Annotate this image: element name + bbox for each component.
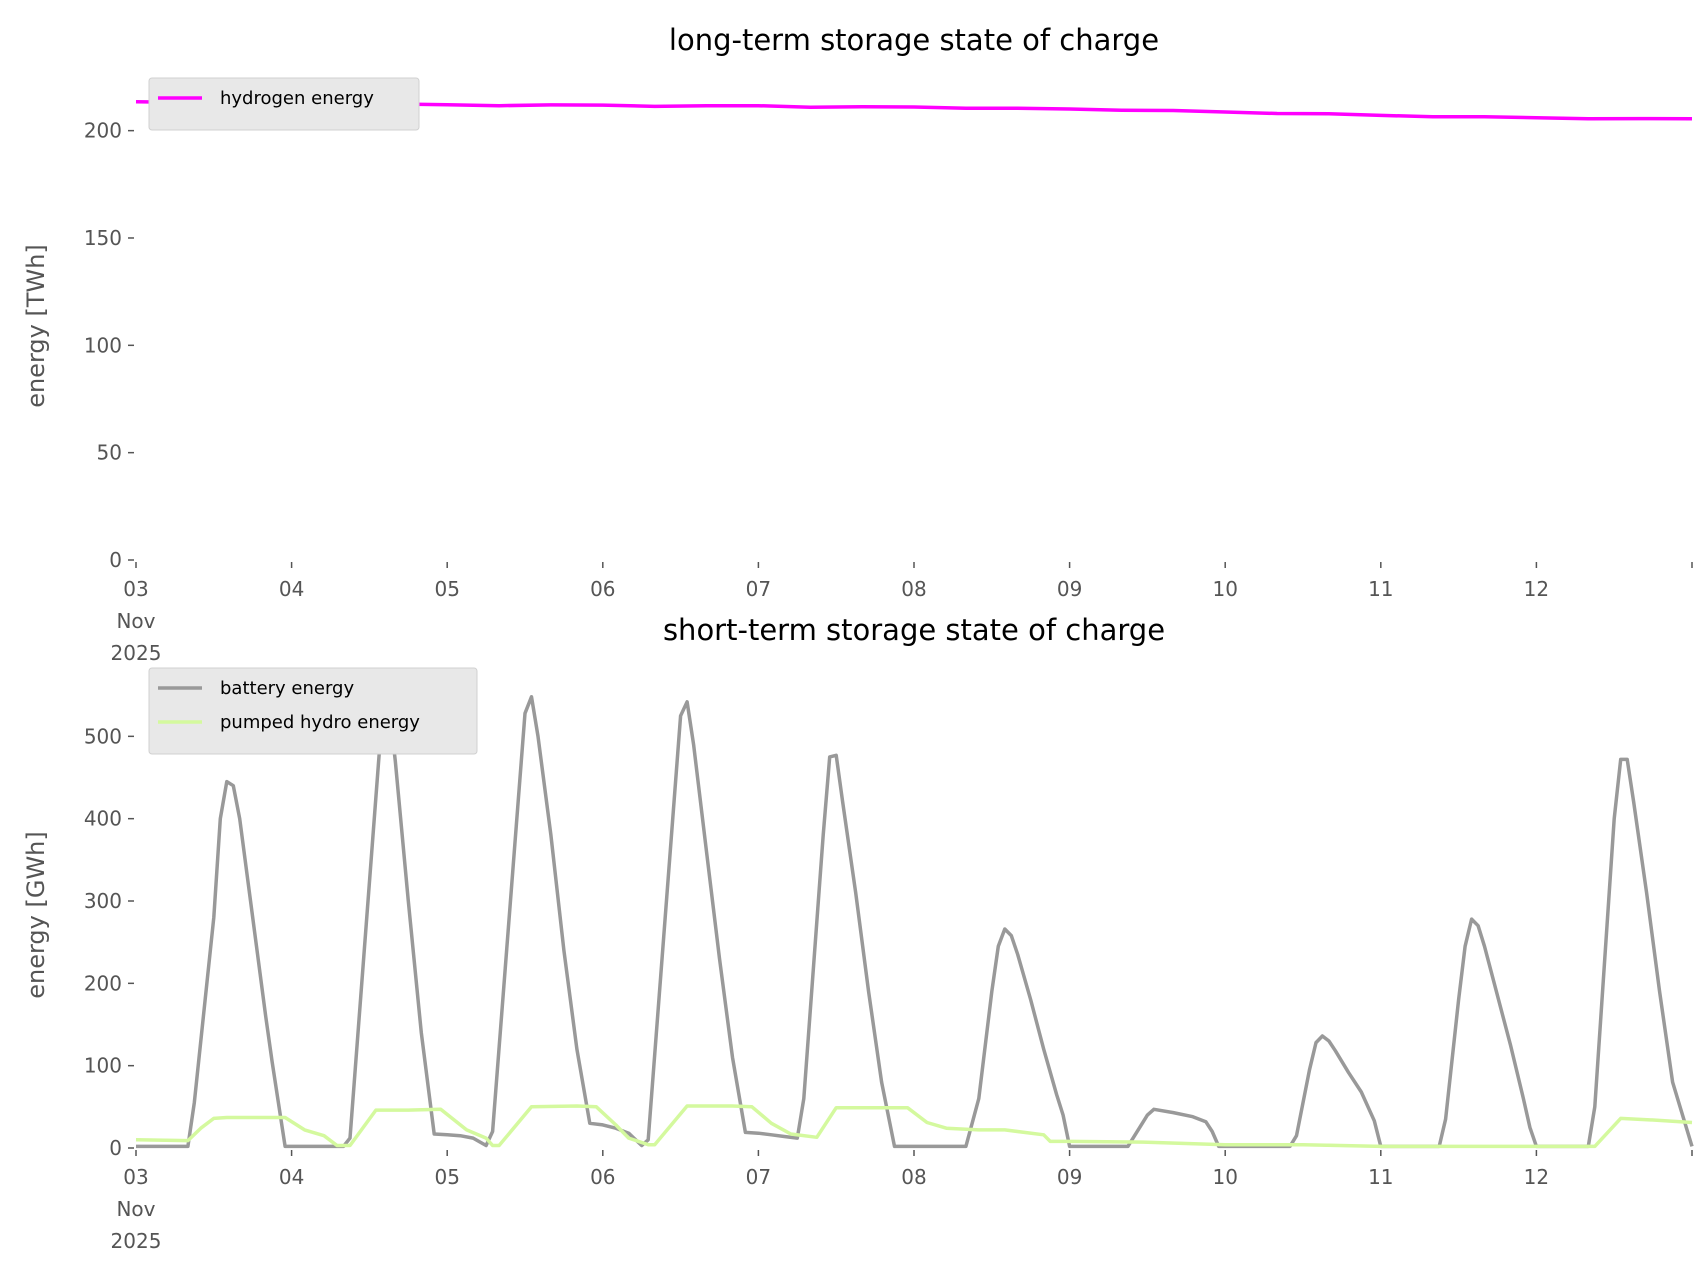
x-tick-label-line: 10	[1212, 577, 1237, 601]
x-tick-label: 08	[901, 577, 926, 601]
chart-panel-1: long-term storage state of charge energy …	[22, 23, 1693, 665]
chart-title: long-term storage state of charge	[669, 23, 1159, 57]
y-axis-label: energy [TWh]	[22, 244, 50, 408]
x-tick-label-line: 07	[746, 1165, 771, 1189]
x-tick-label-line: 07	[746, 577, 771, 601]
x-tick-label-line: 11	[1368, 1165, 1393, 1189]
y-tick-label: 100	[84, 333, 122, 357]
x-tick-label-line: 03	[123, 577, 148, 601]
x-tick-label-line: 10	[1212, 1165, 1237, 1189]
y-tick-label: 100	[84, 1054, 122, 1078]
y-tick-label: 500	[84, 724, 122, 748]
x-tick-label: 05	[434, 577, 459, 601]
x-tick-label-line: 12	[1524, 577, 1549, 601]
series-line-battery-energy	[136, 695, 1694, 1149]
x-tick-label: 10	[1212, 1165, 1237, 1189]
x-tick-label: 11	[1368, 1165, 1393, 1189]
x-tick-label-line: 06	[590, 1165, 615, 1189]
x-tick-label-line: 2025	[111, 641, 162, 665]
x-tick-label: 12	[1524, 577, 1549, 601]
x-tick-label: 10	[1212, 577, 1237, 601]
x-tick-label-line: 2025	[111, 1229, 162, 1253]
x-tick-label: 06	[590, 1165, 615, 1189]
x-tick-label-line: 08	[901, 1165, 926, 1189]
x-tick-label: 05	[434, 1165, 459, 1189]
x-tick-label: 04	[279, 577, 304, 601]
x-tick-label-line: 05	[434, 1165, 459, 1189]
x-tick-label-line: 03	[123, 1165, 148, 1189]
x-tick-label-line: 05	[434, 577, 459, 601]
x-tick-label-line: 09	[1057, 577, 1082, 601]
y-tick-label: 200	[84, 119, 122, 143]
x-tick-label-line: Nov	[116, 609, 155, 633]
x-tick-label: 07	[746, 1165, 771, 1189]
x-tick-label: 09	[1057, 1165, 1082, 1189]
x-tick-label-line: 12	[1524, 1165, 1549, 1189]
x-tick-label-line: 06	[590, 577, 615, 601]
x-tick-label-line: Nov	[116, 1197, 155, 1221]
legend-entry: battery energy	[220, 678, 354, 699]
y-tick-label: 0	[109, 1136, 122, 1160]
y-tick-label: 150	[84, 226, 122, 250]
x-tick-label: 07	[746, 577, 771, 601]
x-tick-label-line: 04	[279, 577, 304, 601]
y-tick-label: 0	[109, 548, 122, 572]
x-tick-label: 08	[901, 1165, 926, 1189]
legend-entry: pumped hydro energy	[220, 712, 420, 733]
y-tick-label: 300	[84, 889, 122, 913]
series-line-hydrogen-energy	[135, 99, 1693, 121]
chart-panel-2: short-term storage state of charge energy…	[22, 613, 1694, 1253]
x-tick-label: 06	[590, 577, 615, 601]
legend-box	[148, 667, 478, 755]
legend-entry: hydrogen energy	[220, 88, 374, 109]
x-tick-label-line: 09	[1057, 1165, 1082, 1189]
x-tick-label-line: 08	[901, 577, 926, 601]
x-tick-label: 03 Nov 2025	[111, 1165, 162, 1253]
x-tick-label-line: 04	[279, 1165, 304, 1189]
y-axis-label: energy [GWh]	[22, 831, 50, 999]
x-tick-label: 12	[1524, 1165, 1549, 1189]
legend-box	[148, 77, 420, 131]
chart-title: short-term storage state of charge	[663, 613, 1165, 647]
x-tick-label-line: 11	[1368, 577, 1393, 601]
y-tick-label: 50	[97, 441, 122, 465]
x-tick-label: 11	[1368, 577, 1393, 601]
y-tick-label: 400	[84, 807, 122, 831]
x-tick-label: 04	[279, 1165, 304, 1189]
x-tick-label: 09	[1057, 577, 1082, 601]
legend: battery energy pumped hydro energy	[148, 667, 478, 755]
series-line-pumped-hydro-energy	[135, 1104, 1693, 1149]
y-tick-label: 200	[84, 971, 122, 995]
x-tick-label: 03 Nov 2025	[111, 577, 162, 665]
legend: hydrogen energy	[148, 77, 420, 131]
